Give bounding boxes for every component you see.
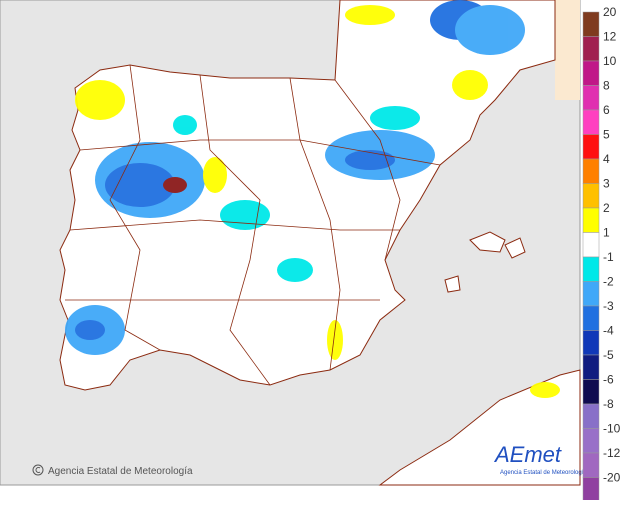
- copyright-icon: [32, 464, 44, 476]
- credit-text: Agencia Estatal de Meteorología: [48, 466, 193, 477]
- colorbar-box: [582, 403, 600, 429]
- colorbar-label: -5: [603, 348, 614, 362]
- colorbar-box: [582, 354, 600, 380]
- colorbar-label: 20: [603, 5, 617, 19]
- colorbar-box: [582, 60, 600, 86]
- colorbar-label: -4: [603, 324, 614, 338]
- colorbar-box: [582, 232, 600, 258]
- colorbar-label: -6: [603, 373, 614, 387]
- colorbar-box: [582, 452, 600, 478]
- colorbar-label: -8: [603, 397, 614, 411]
- colorbar-label: -2: [603, 275, 614, 289]
- island: [444, 275, 461, 293]
- colorbar-box: [582, 85, 600, 111]
- colorbar-box: [582, 109, 600, 135]
- colorbar-box: [582, 134, 600, 160]
- colorbar-box: [582, 281, 600, 307]
- island: [504, 237, 526, 259]
- colorbar-box: [582, 158, 600, 184]
- colorbar-label: 2: [603, 201, 610, 215]
- borders: [65, 64, 441, 386]
- colorbar-label: 4: [603, 152, 610, 166]
- copyright-icon: [35, 467, 41, 473]
- colorbar-box: [582, 477, 600, 503]
- logo-name: AEmet: [493, 442, 562, 467]
- colorbar-label: -1: [603, 250, 614, 264]
- colorbar-label: 12: [603, 30, 617, 44]
- colorbar-box: [582, 330, 600, 356]
- colorbar-box: [582, 36, 600, 62]
- colorbar-label: 5: [603, 128, 610, 142]
- colorbar-label: -12: [603, 446, 621, 460]
- credit: Agencia Estatal de Meteorología: [32, 464, 193, 477]
- colorbar-box: [582, 305, 600, 331]
- colorbar-box: [582, 428, 600, 454]
- colorbar-box: [582, 379, 600, 405]
- colorbar-label: -3: [603, 299, 614, 313]
- colorbar-box: [582, 256, 600, 282]
- island: [469, 231, 506, 253]
- colorbar-label: -20: [603, 471, 621, 485]
- colorbar-label: -10: [603, 422, 621, 436]
- colorbar-label: 6: [603, 103, 610, 117]
- colorbar-box: [582, 183, 600, 209]
- colorbar-label: 3: [603, 177, 610, 191]
- colorbar-box: [582, 11, 600, 37]
- outer-area: [555, 0, 580, 100]
- africa: [378, 369, 581, 486]
- colorbar-label: 8: [603, 79, 610, 93]
- colorbar-label: 1: [603, 226, 610, 240]
- colorbar-label: 10: [603, 54, 617, 68]
- colorbar: 20 12 10 8 6 5 4 3 2 1 -1 -2 -3 -4 -5 -6 -8 -10 -12 -20: [582, 5, 621, 503]
- logo-subtitle: Agencia Estatal de Meteorología: [500, 470, 587, 476]
- colorbar-box: [582, 207, 600, 233]
